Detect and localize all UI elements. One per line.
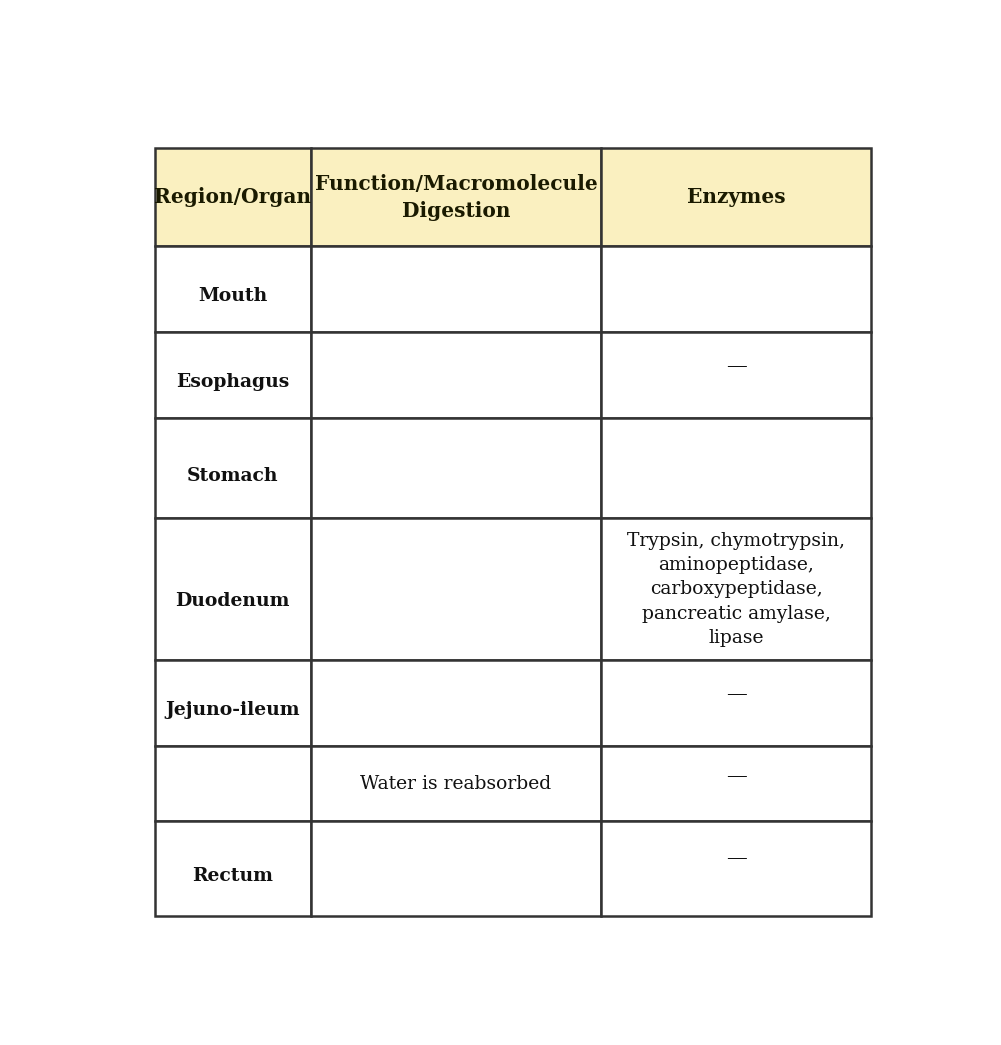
- Text: Function/Macromolecule
Digestion: Function/Macromolecule Digestion: [314, 173, 598, 220]
- Text: —: —: [726, 357, 747, 376]
- Text: Water is reabsorbed: Water is reabsorbed: [360, 774, 552, 793]
- Text: —: —: [726, 850, 747, 868]
- Bar: [154, 332, 311, 418]
- Bar: [602, 821, 872, 915]
- Text: —: —: [726, 686, 747, 704]
- Bar: [154, 247, 311, 332]
- Bar: [154, 418, 311, 518]
- Text: —: —: [726, 767, 747, 786]
- Bar: [602, 418, 872, 518]
- Bar: [154, 746, 311, 821]
- Bar: [602, 148, 872, 247]
- Text: Trypsin, chymotrypsin,
aminopeptidase,
carboxypeptidase,
pancreatic amylase,
lip: Trypsin, chymotrypsin, aminopeptidase, c…: [628, 532, 845, 647]
- Bar: [154, 518, 311, 660]
- Bar: [154, 821, 311, 915]
- Bar: [311, 518, 602, 660]
- Bar: [154, 148, 311, 247]
- Bar: [311, 148, 602, 247]
- Bar: [602, 247, 872, 332]
- Bar: [311, 418, 602, 518]
- Text: Region/Organ: Region/Organ: [154, 187, 311, 207]
- Text: Duodenum: Duodenum: [175, 591, 290, 609]
- Bar: [602, 518, 872, 660]
- Text: Stomach: Stomach: [187, 467, 278, 485]
- Text: Mouth: Mouth: [198, 287, 267, 305]
- Bar: [311, 746, 602, 821]
- Text: Enzymes: Enzymes: [687, 187, 786, 207]
- Bar: [602, 660, 872, 746]
- Bar: [602, 332, 872, 418]
- Bar: [311, 821, 602, 915]
- Text: Rectum: Rectum: [192, 867, 273, 885]
- Bar: [311, 247, 602, 332]
- Bar: [311, 332, 602, 418]
- Bar: [154, 660, 311, 746]
- Text: Esophagus: Esophagus: [176, 373, 289, 391]
- Bar: [602, 746, 872, 821]
- Text: Jejuno-ileum: Jejuno-ileum: [165, 701, 300, 719]
- Bar: [311, 660, 602, 746]
